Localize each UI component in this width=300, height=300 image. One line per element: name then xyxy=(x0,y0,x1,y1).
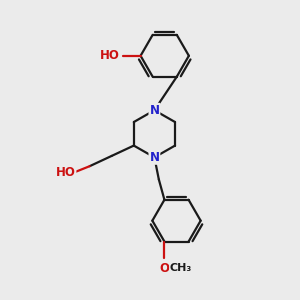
Text: N: N xyxy=(149,104,159,117)
Text: HO: HO xyxy=(100,49,120,62)
Text: N: N xyxy=(149,151,159,164)
Text: CH₃: CH₃ xyxy=(170,263,192,273)
Text: O: O xyxy=(159,262,170,275)
Text: HO: HO xyxy=(56,166,75,179)
